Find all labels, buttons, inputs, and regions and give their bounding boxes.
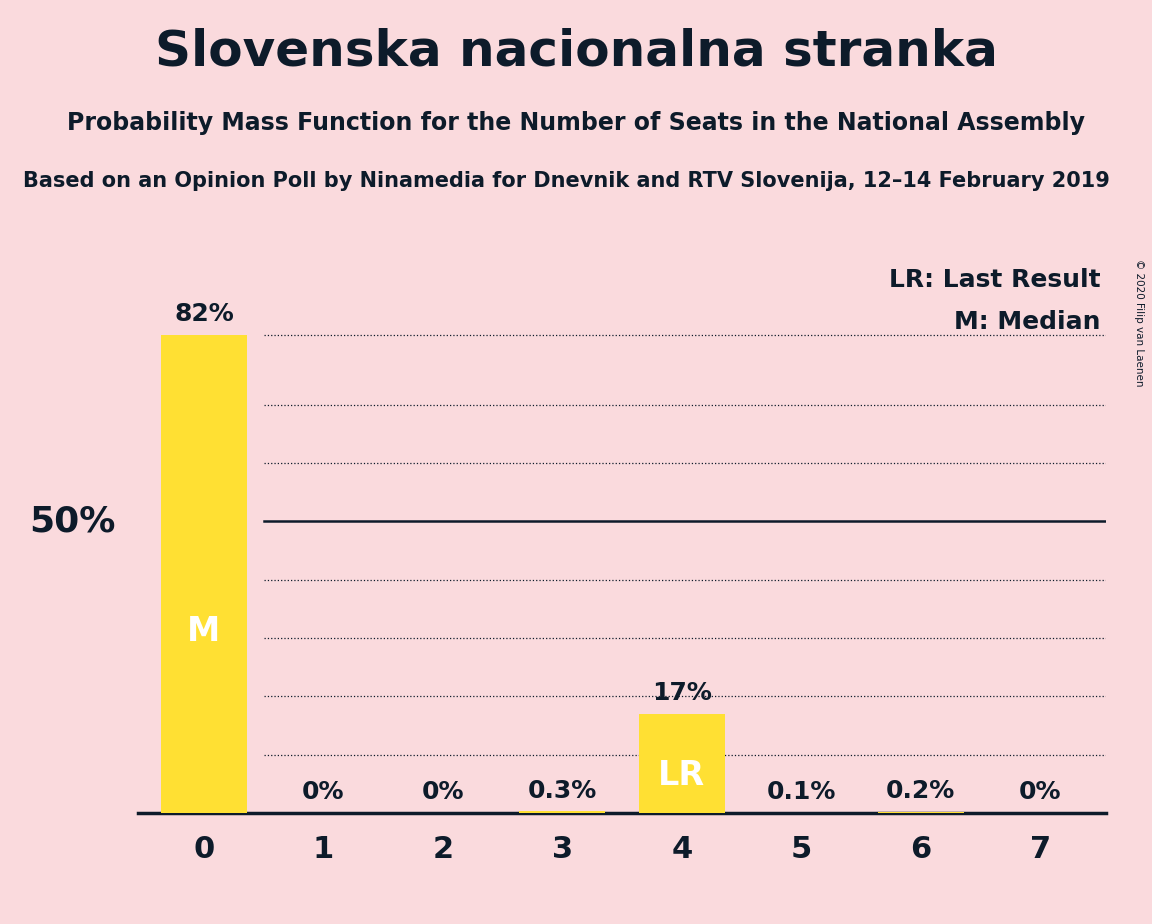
- Bar: [639, 714, 725, 813]
- Text: 0%: 0%: [1020, 781, 1061, 805]
- Text: Based on an Opinion Poll by Ninamedia for Dnevnik and RTV Slovenija, 12–14 Febru: Based on an Opinion Poll by Ninamedia fo…: [23, 171, 1109, 191]
- Text: Slovenska nacionalna stranka: Slovenska nacionalna stranka: [154, 28, 998, 76]
- Bar: [520, 811, 605, 813]
- Text: 17%: 17%: [652, 681, 712, 705]
- Text: 82%: 82%: [174, 302, 234, 326]
- Text: LR: LR: [658, 759, 705, 792]
- Text: 0%: 0%: [302, 781, 344, 805]
- Text: © 2020 Filip van Laenen: © 2020 Filip van Laenen: [1134, 259, 1144, 386]
- Bar: [878, 812, 964, 813]
- Text: 0%: 0%: [422, 781, 464, 805]
- Text: 0.2%: 0.2%: [886, 779, 955, 803]
- Text: LR: Last Result: LR: Last Result: [888, 268, 1100, 292]
- Text: M: M: [188, 614, 220, 648]
- Text: 0.1%: 0.1%: [766, 780, 836, 804]
- Bar: [161, 334, 247, 813]
- Text: M: Median: M: Median: [954, 310, 1100, 334]
- Text: 0.3%: 0.3%: [528, 779, 597, 803]
- Text: Probability Mass Function for the Number of Seats in the National Assembly: Probability Mass Function for the Number…: [67, 111, 1085, 135]
- Text: 50%: 50%: [29, 505, 115, 539]
